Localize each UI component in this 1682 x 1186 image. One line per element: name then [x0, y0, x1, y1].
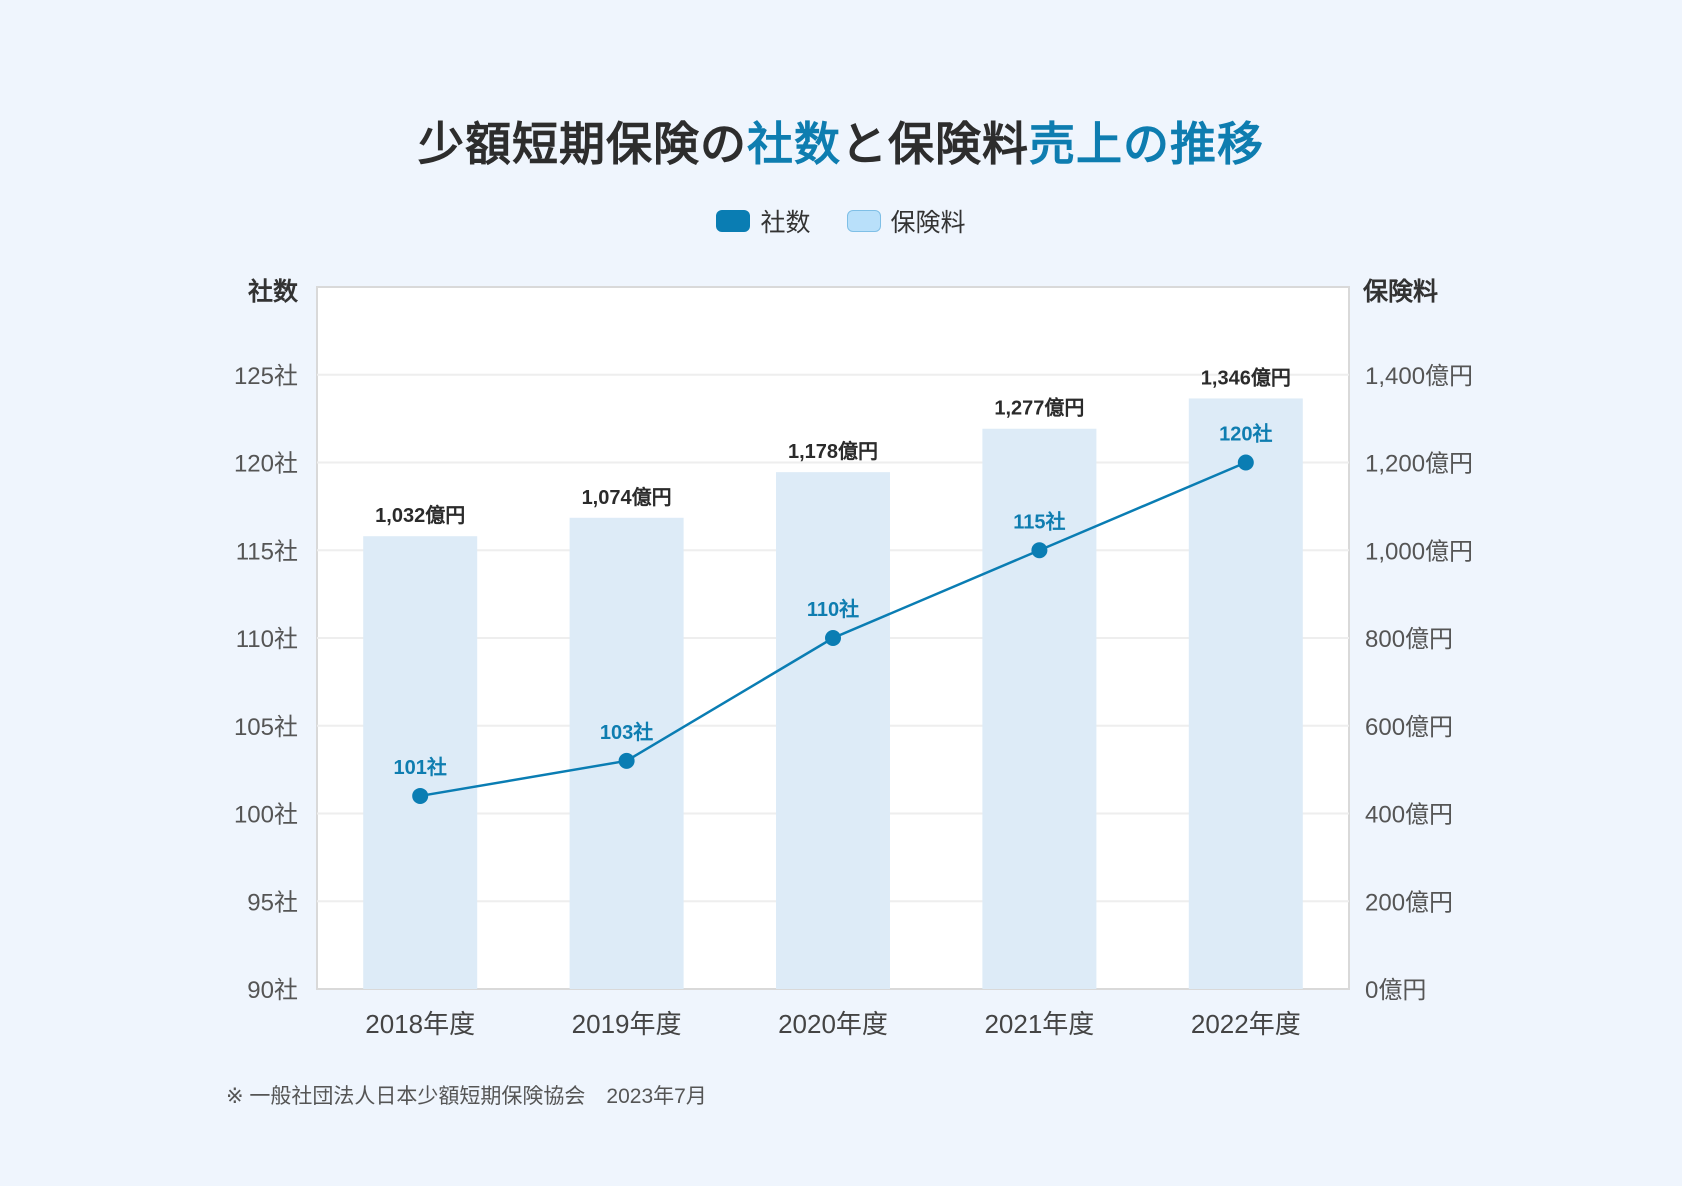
- line-value-label: 115社: [1013, 509, 1065, 533]
- y-right-tick-label: 800億円: [1365, 626, 1453, 653]
- chart-title: 少額短期保険の社数と保険料売上の推移: [0, 108, 1682, 174]
- title-part-1: 社数: [747, 118, 841, 170]
- y-right-tick-label: 600億円: [1365, 714, 1453, 741]
- y-right-tick-label: 0億円: [1365, 977, 1426, 1004]
- y-right-axis-title: 保険料: [1362, 277, 1438, 306]
- line-point: [1237, 454, 1254, 471]
- y-right-tick-label: 1,400億円: [1365, 363, 1473, 390]
- source-footnote: ※ 一般社団法人日本少額短期保険協会 2023年7月: [226, 1085, 707, 1108]
- y-left-tick-label: 100社: [234, 802, 298, 829]
- y-left-axis-title: 社数: [248, 277, 299, 306]
- bar-premium: [363, 536, 478, 989]
- line-point: [825, 630, 841, 646]
- x-tick-label: 2022年度: [1191, 1009, 1301, 1039]
- line-value-label: 120社: [1219, 422, 1272, 446]
- y-left-tick-label: 125社: [234, 363, 298, 390]
- legend-label-premium: 保険料: [890, 209, 966, 237]
- legend-label-count: 社数: [760, 209, 811, 237]
- legend-item-count: 社数: [716, 203, 811, 239]
- title-part-0: 少額短期保険の: [418, 118, 747, 170]
- bar-premium: [776, 472, 890, 990]
- legend: 社数 保険料: [0, 203, 1682, 239]
- line-value-label: 101社: [394, 755, 447, 779]
- line-point: [1031, 542, 1048, 559]
- y-left-tick-label: 120社: [234, 451, 298, 478]
- line-value-label: 110社: [807, 597, 859, 621]
- y-right-tick-label: 1,200億円: [1365, 451, 1473, 478]
- y-left-tick-label: 110社: [236, 626, 298, 653]
- bar-value-label: 1,346億円: [1201, 365, 1291, 389]
- legend-item-premium: 保険料: [846, 203, 966, 239]
- y-right-tick-label: 400億円: [1365, 802, 1453, 829]
- bar-value-label: 1,032億円: [375, 503, 465, 527]
- legend-swatch-premium: [846, 210, 881, 232]
- legend-swatch-count: [716, 210, 751, 232]
- bar-premium: [982, 428, 1097, 989]
- x-tick-label: 2019年度: [572, 1009, 682, 1039]
- y-left-tick-label: 90社: [247, 977, 298, 1004]
- x-tick-label: 2020年度: [778, 1009, 888, 1039]
- y-left-tick-label: 115社: [236, 538, 298, 565]
- line-point: [412, 787, 429, 804]
- line-value-label: 103社: [600, 720, 653, 744]
- title-part-3: 売上の推移: [1029, 118, 1264, 170]
- x-tick-label: 2021年度: [984, 1009, 1094, 1039]
- bar-value-label: 1,277億円: [994, 396, 1084, 420]
- bar-premium: [1188, 398, 1303, 989]
- y-right-tick-label: 200億円: [1365, 889, 1453, 916]
- bar-value-label: 1,178億円: [788, 439, 878, 463]
- y-left-tick-label: 95社: [247, 889, 298, 916]
- x-tick-label: 2018年度: [365, 1009, 475, 1039]
- title-part-2: と保険料: [841, 118, 1029, 170]
- y-left-tick-label: 105社: [234, 714, 298, 741]
- bar-value-label: 1,074億円: [582, 485, 672, 509]
- y-right-tick-label: 1,000億円: [1365, 538, 1473, 565]
- line-point: [618, 752, 635, 769]
